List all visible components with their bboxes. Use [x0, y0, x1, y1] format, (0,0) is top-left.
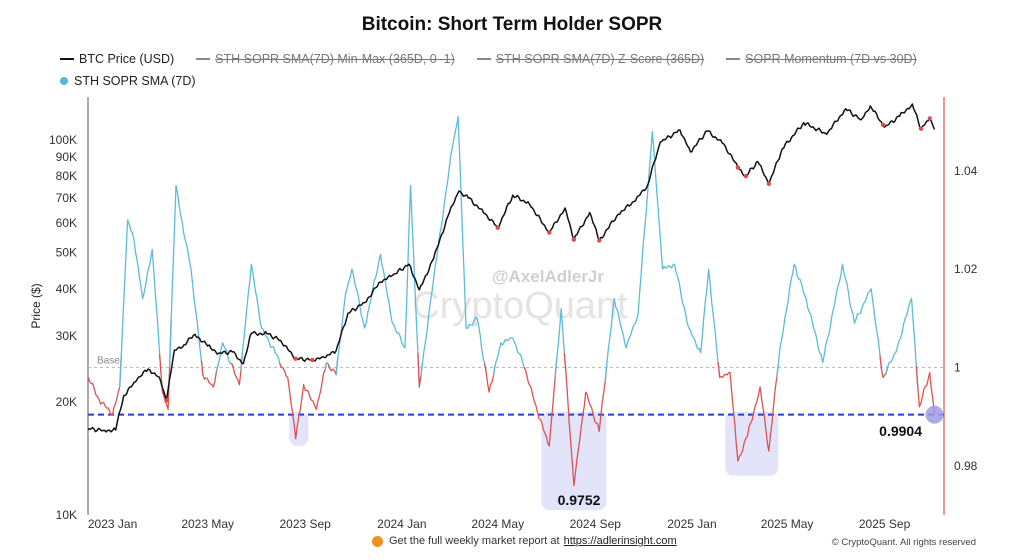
y-left-tick-label: 70K: [56, 191, 77, 205]
price-dip-marker: [164, 398, 169, 403]
y-left-tick-label: 30K: [56, 329, 77, 343]
y-left-tick-label: 60K: [56, 216, 77, 230]
legend-label: STH SOPR SMA(7D) Min-Max (365D, 0–1): [215, 52, 455, 66]
sopr-segment-above-base: [492, 337, 527, 376]
legend-item-minmax[interactable]: STH SOPR SMA(7D) Min-Max (365D, 0–1): [196, 52, 455, 66]
legend-label: STH SOPR SMA (7D): [74, 74, 196, 88]
legend-row-2: STH SOPR SMA (7D): [60, 70, 960, 92]
legend-item-zscore[interactable]: STH SOPR SMA(7D) Z-Score (365D): [476, 52, 705, 66]
sopr-segment-below-base: [87, 355, 122, 416]
y-left-tick-label: 50K: [56, 246, 77, 260]
sopr-segment-below-base: [523, 358, 558, 447]
legend-item-momentum[interactable]: SOPR Momentum (7D vs 30D): [726, 52, 917, 66]
y-left-tick-label: 90K: [56, 150, 77, 164]
sopr-segment-above-base: [776, 263, 883, 378]
btc-price-line: [87, 103, 936, 433]
price-dip-marker: [597, 238, 602, 243]
y-left-tick-label: 10K: [56, 508, 77, 522]
report-badge-icon: [372, 535, 383, 547]
legend-line-icon: [476, 58, 491, 60]
x-tick-label: 2023 Sep: [279, 517, 331, 531]
sopr-segment-above-base: [554, 307, 567, 377]
highlight-region: [541, 411, 607, 511]
legend-dot-icon: [60, 77, 68, 85]
x-tick-label: 2023 May: [181, 517, 234, 531]
y-right-tick-label: 1.02: [954, 262, 978, 276]
sopr-segment-below-base: [231, 352, 244, 386]
y-left-tick-label: 40K: [56, 282, 77, 296]
sopr-segment-below-base: [717, 362, 779, 462]
sopr-segment-above-base: [604, 130, 721, 382]
footer-cta-text: Get the full weekly market report at: [389, 535, 560, 547]
annotation-min-value: 0.9752: [558, 492, 601, 508]
sopr-segment-above-base: [119, 219, 162, 388]
sopr-segment-above-base: [335, 184, 420, 388]
x-tick-label: 2025 May: [761, 517, 814, 531]
price-dip-marker: [495, 225, 500, 230]
x-tick-label: 2024 Jan: [377, 517, 426, 531]
y-left-tick-label: 80K: [56, 169, 77, 183]
legend-line-icon: [726, 58, 741, 60]
copyright: © CryptoQuant. All rights reserved: [831, 537, 976, 548]
annotation-latest-value: 0.9904: [879, 423, 922, 439]
legend-label: BTC Price (USD): [79, 52, 175, 66]
watermark-brand: CryptoQuant: [412, 285, 628, 327]
sopr-segment-above-base: [420, 116, 487, 377]
y-right-tick-label: 0.98: [954, 459, 978, 473]
legend-item-sth-sopr[interactable]: STH SOPR SMA (7D): [60, 74, 196, 88]
y-right-tick-label: 1: [954, 360, 961, 374]
base-level-label: Base: [97, 355, 120, 366]
price-dip-marker: [571, 237, 577, 242]
chart-legend: BTC Price (USD) STH SOPR SMA(7D) Min-Max…: [60, 48, 960, 92]
legend-line-icon: [196, 58, 211, 60]
price-dip-marker: [547, 230, 552, 235]
y-left-axis-label: Price ($): [29, 283, 43, 328]
price-dip-marker: [293, 356, 298, 361]
footer-cta: Get the full weekly market report at htt…: [372, 535, 677, 547]
sopr-segment-above-base: [168, 184, 204, 375]
y-left-tick-label: 20K: [56, 395, 77, 409]
legend-line-icon: [60, 58, 74, 60]
y-left-tick-label: 100K: [49, 133, 77, 147]
watermark-handle: @AxelAdlerJr: [492, 267, 604, 286]
x-tick-label: 2025 Sep: [859, 517, 911, 531]
footer: Get the full weekly market report at htt…: [0, 534, 1024, 554]
price-dip-marker: [310, 357, 315, 363]
price-dip-marker: [927, 116, 932, 121]
sopr-segment-below-base: [915, 365, 936, 415]
footer-link[interactable]: https://adlerinsight.com: [563, 535, 677, 547]
price-dip-marker: [918, 126, 924, 131]
sopr-segment-above-base: [885, 297, 919, 388]
legend-label: SOPR Momentum (7D vs 30D): [745, 52, 917, 66]
y-right-tick-label: 1.04: [954, 164, 978, 178]
sopr-segment-below-base: [200, 360, 219, 388]
x-tick-label: 2023 Jan: [88, 517, 137, 531]
price-dip-marker: [743, 173, 749, 179]
price-dip-marker: [735, 165, 741, 170]
x-tick-label: 2025 Jan: [667, 517, 716, 531]
legend-row-1: BTC Price (USD) STH SOPR SMA(7D) Min-Max…: [60, 48, 960, 70]
price-dip-marker: [880, 122, 886, 128]
legend-item-btc-price[interactable]: BTC Price (USD): [60, 52, 174, 66]
x-tick-label: 2024 May: [471, 517, 524, 531]
chart-title: Bitcoin: Short Term Holder SOPR: [361, 14, 663, 35]
latest-value-marker: [925, 405, 944, 424]
x-tick-label: 2024 Sep: [570, 517, 622, 531]
sopr-segment-below-base: [279, 362, 328, 440]
sopr-segment-above-base: [215, 342, 234, 372]
sopr-segment-below-base: [483, 363, 496, 393]
sopr-segment-below-base: [563, 353, 608, 487]
sopr-segment-above-base: [240, 263, 283, 371]
legend-label: STH SOPR SMA(7D) Z-Score (365D): [495, 52, 705, 66]
sopr-segment-below-base: [879, 355, 889, 378]
price-dip-marker: [766, 181, 772, 187]
